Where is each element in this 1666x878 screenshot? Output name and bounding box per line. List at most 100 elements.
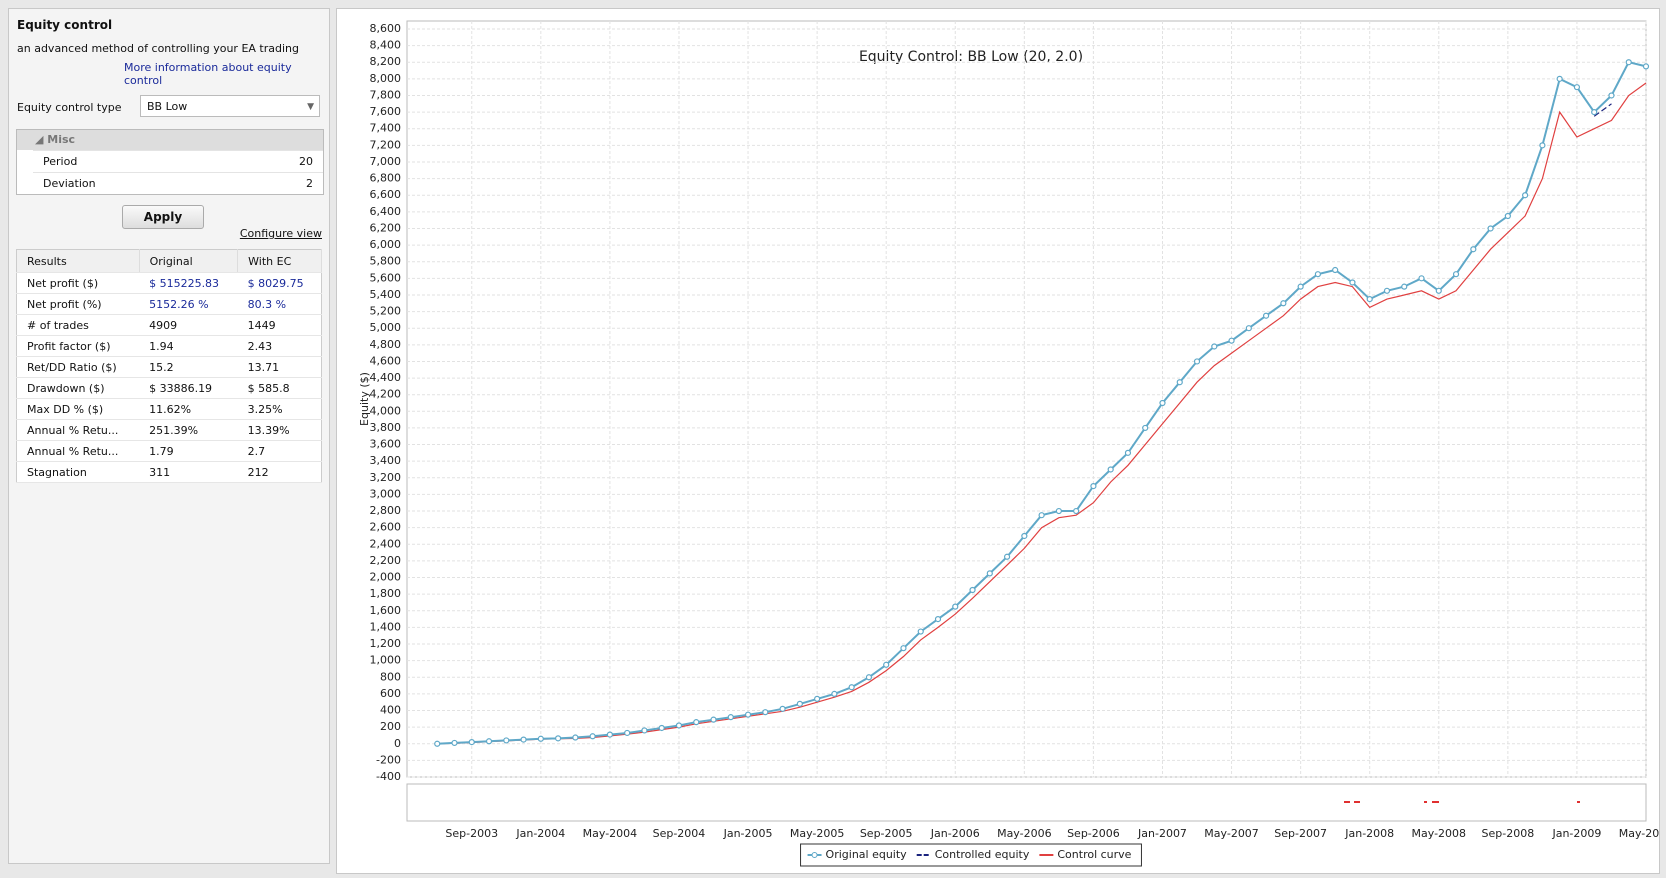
point-marker [1245, 325, 1252, 332]
result-row: Profit factor ($) 1.94 2.43 [16, 335, 322, 357]
y-tick-label: 200 [380, 720, 401, 733]
type-label: Equity control type [17, 101, 122, 114]
point-marker [1176, 379, 1183, 386]
y-tick-label: 8,200 [370, 55, 402, 68]
x-tick-label: Jan-2009 [1551, 827, 1601, 840]
result-cell: 1449 [237, 314, 322, 336]
x-tick-label: Sep-2008 [1482, 827, 1535, 840]
result-cell: Net profit (%) [16, 293, 140, 315]
control-panel: Equity control an advanced method of con… [8, 8, 330, 864]
configure-link[interactable]: Configure view [239, 227, 322, 240]
y-tick-label: 5,600 [370, 271, 402, 284]
param-value[interactable]: 20 [299, 155, 313, 168]
x-tick-label: Jan-2005 [723, 827, 773, 840]
y-tick-label: 3,600 [370, 438, 402, 451]
x-tick-label: May-2005 [790, 827, 845, 840]
param-row: Period 20 [33, 150, 323, 172]
param-value[interactable]: 2 [306, 177, 313, 190]
results-table: Results Original With EC Net profit ($) $ 51… [16, 249, 322, 483]
chart-title: Equity Control: BB Low (20, 2.0) [859, 49, 1083, 65]
point-marker [779, 705, 786, 712]
result-row: # of trades 4909 1449 [16, 314, 322, 336]
point-marker [1090, 483, 1097, 490]
point-marker [468, 738, 475, 746]
dropdown-arrow: ▼ [307, 102, 314, 112]
param-list: Period 20 Deviation 2 [17, 150, 323, 194]
misc-header[interactable]: ◢ Misc [17, 130, 323, 150]
y-tick-label: 6,600 [370, 188, 402, 201]
result-cell: Max DD % ($) [16, 398, 140, 420]
y-tick-label: 2,200 [370, 554, 402, 567]
y-tick-label: 3,800 [370, 421, 402, 434]
point-marker [1625, 59, 1632, 66]
point-marker [624, 729, 631, 737]
point-marker [537, 735, 544, 742]
point-marker [917, 628, 924, 635]
point-marker [969, 586, 976, 594]
result-cell: 2.7 [237, 440, 322, 462]
point-marker [1452, 271, 1460, 278]
point-marker [1038, 512, 1045, 519]
result-cell: # of trades [16, 314, 140, 336]
y-tick-label: 2,000 [370, 571, 402, 584]
result-cell: Drawdown ($) [16, 377, 140, 399]
x-tick-label: May-2008 [1412, 827, 1467, 840]
result-row: Net profit (%) 5152.26 % 80.3 % [16, 293, 322, 315]
point-marker [1142, 424, 1149, 432]
point-marker [503, 737, 510, 744]
result-cell: 4909 [139, 314, 238, 336]
series-line [437, 82, 1647, 745]
y-tick-label: 6,400 [370, 205, 402, 218]
y-tick-label: 3,400 [370, 454, 402, 467]
point-marker [606, 731, 614, 738]
type-select[interactable]: BB Low ▼ [140, 95, 320, 117]
point-marker [1470, 246, 1477, 253]
apply-button[interactable]: Apply [122, 205, 204, 229]
x-tick-label: Sep-2007 [1274, 827, 1327, 840]
point-marker [1435, 287, 1442, 294]
result-cell: $ 515225.83 [139, 272, 238, 294]
result-cell: 311 [139, 461, 238, 483]
point-marker [744, 711, 752, 718]
y-tick-label: 4,200 [370, 388, 402, 401]
chart-panel: Equity Control: BB Low (20, 2.0) Equity … [336, 8, 1660, 874]
y-tick-label: 5,000 [370, 321, 402, 334]
result-cell: 3.25% [237, 398, 322, 420]
point-marker [1522, 192, 1529, 199]
point-marker [1314, 271, 1322, 278]
point-marker [589, 733, 596, 740]
plot-area [406, 20, 1647, 778]
point-marker [952, 603, 959, 610]
point-marker [796, 700, 803, 707]
x-tick-label: Sep-2004 [653, 827, 706, 840]
column-header: Original [139, 249, 239, 273]
result-cell: 15.2 [139, 356, 238, 378]
point-marker [641, 727, 648, 734]
y-tick-label: 1,000 [370, 654, 402, 667]
point-marker [1228, 337, 1235, 344]
y-tick-label: 4,800 [370, 338, 402, 351]
point-marker [675, 722, 683, 729]
result-cell: $ 8029.75 [237, 272, 322, 294]
result-cell: Net profit ($) [16, 272, 140, 294]
legend-marker [811, 852, 818, 858]
param-row: Deviation 2 [33, 172, 323, 194]
point-marker [451, 739, 458, 747]
point-marker [1642, 63, 1650, 70]
x-tick-label: Sep-2006 [1067, 827, 1120, 840]
y-tick-label: 7,000 [370, 155, 402, 168]
x-tick-label: May-2007 [1204, 827, 1259, 840]
point-marker [865, 674, 873, 681]
chart: Equity Control: BB Low (20, 2.0) Equity … [358, 20, 1659, 867]
result-row: Ret/DD Ratio ($) 15.2 13.71 [16, 356, 322, 378]
y-tick-label: 4,600 [370, 354, 402, 367]
result-cell: 251.39% [139, 419, 238, 441]
result-cell: 13.39% [237, 419, 322, 441]
result-cell: $ 585.8 [237, 377, 322, 399]
info-link[interactable]: More information about equity control [124, 61, 292, 87]
y-tick-label: 5,200 [370, 305, 402, 318]
y-axis-label: Equity ($) [358, 372, 371, 426]
point-marker [1055, 507, 1062, 515]
legend-label: Control curve [1057, 848, 1131, 861]
point-marker [1211, 343, 1218, 350]
